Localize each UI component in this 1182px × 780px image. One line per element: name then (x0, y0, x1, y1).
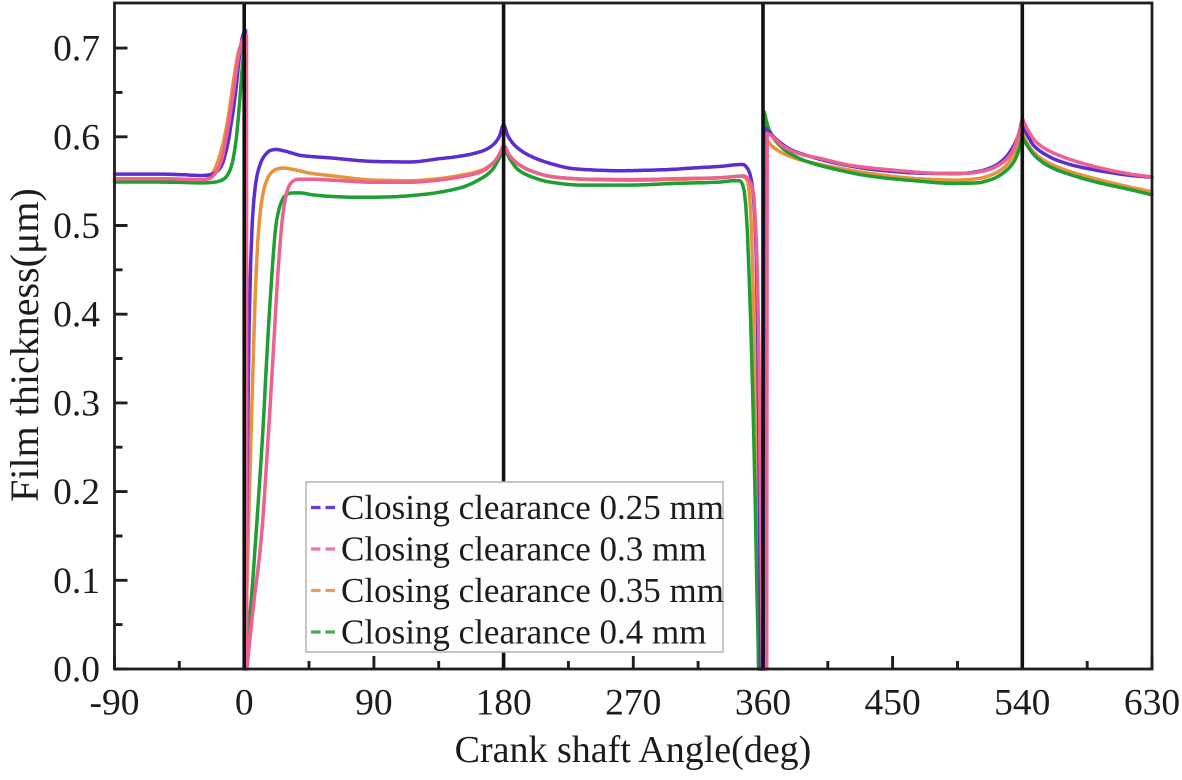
svg-text:0.0: 0.0 (53, 650, 100, 691)
svg-text:90: 90 (355, 683, 393, 724)
svg-text:540: 540 (994, 683, 1050, 724)
svg-text:630: 630 (1124, 683, 1180, 724)
svg-text:0.2: 0.2 (53, 472, 100, 513)
svg-text:0.6: 0.6 (53, 117, 100, 158)
svg-text:0.1: 0.1 (53, 561, 100, 602)
svg-text:Closing clearance 0.4 mm: Closing clearance 0.4 mm (341, 613, 706, 652)
svg-text:Crank shaft Angle(deg): Crank shaft Angle(deg) (455, 729, 812, 771)
svg-text:450: 450 (864, 683, 920, 724)
svg-text:0.4: 0.4 (53, 295, 100, 336)
svg-text:-90: -90 (90, 683, 140, 724)
svg-text:Closing clearance 0.35 mm: Closing clearance 0.35 mm (341, 571, 724, 610)
svg-text:0.7: 0.7 (53, 29, 100, 70)
svg-text:Closing clearance 0.25 mm: Closing clearance 0.25 mm (341, 488, 724, 527)
svg-text:180: 180 (475, 683, 531, 724)
svg-text:Film thickness(μm): Film thickness(μm) (2, 188, 47, 502)
svg-text:Closing clearance 0.3 mm: Closing clearance 0.3 mm (341, 530, 706, 569)
svg-text:270: 270 (605, 683, 661, 724)
svg-text:0: 0 (235, 683, 254, 724)
svg-text:360: 360 (735, 683, 791, 724)
svg-text:0.3: 0.3 (53, 383, 100, 424)
svg-text:0.5: 0.5 (53, 206, 100, 247)
